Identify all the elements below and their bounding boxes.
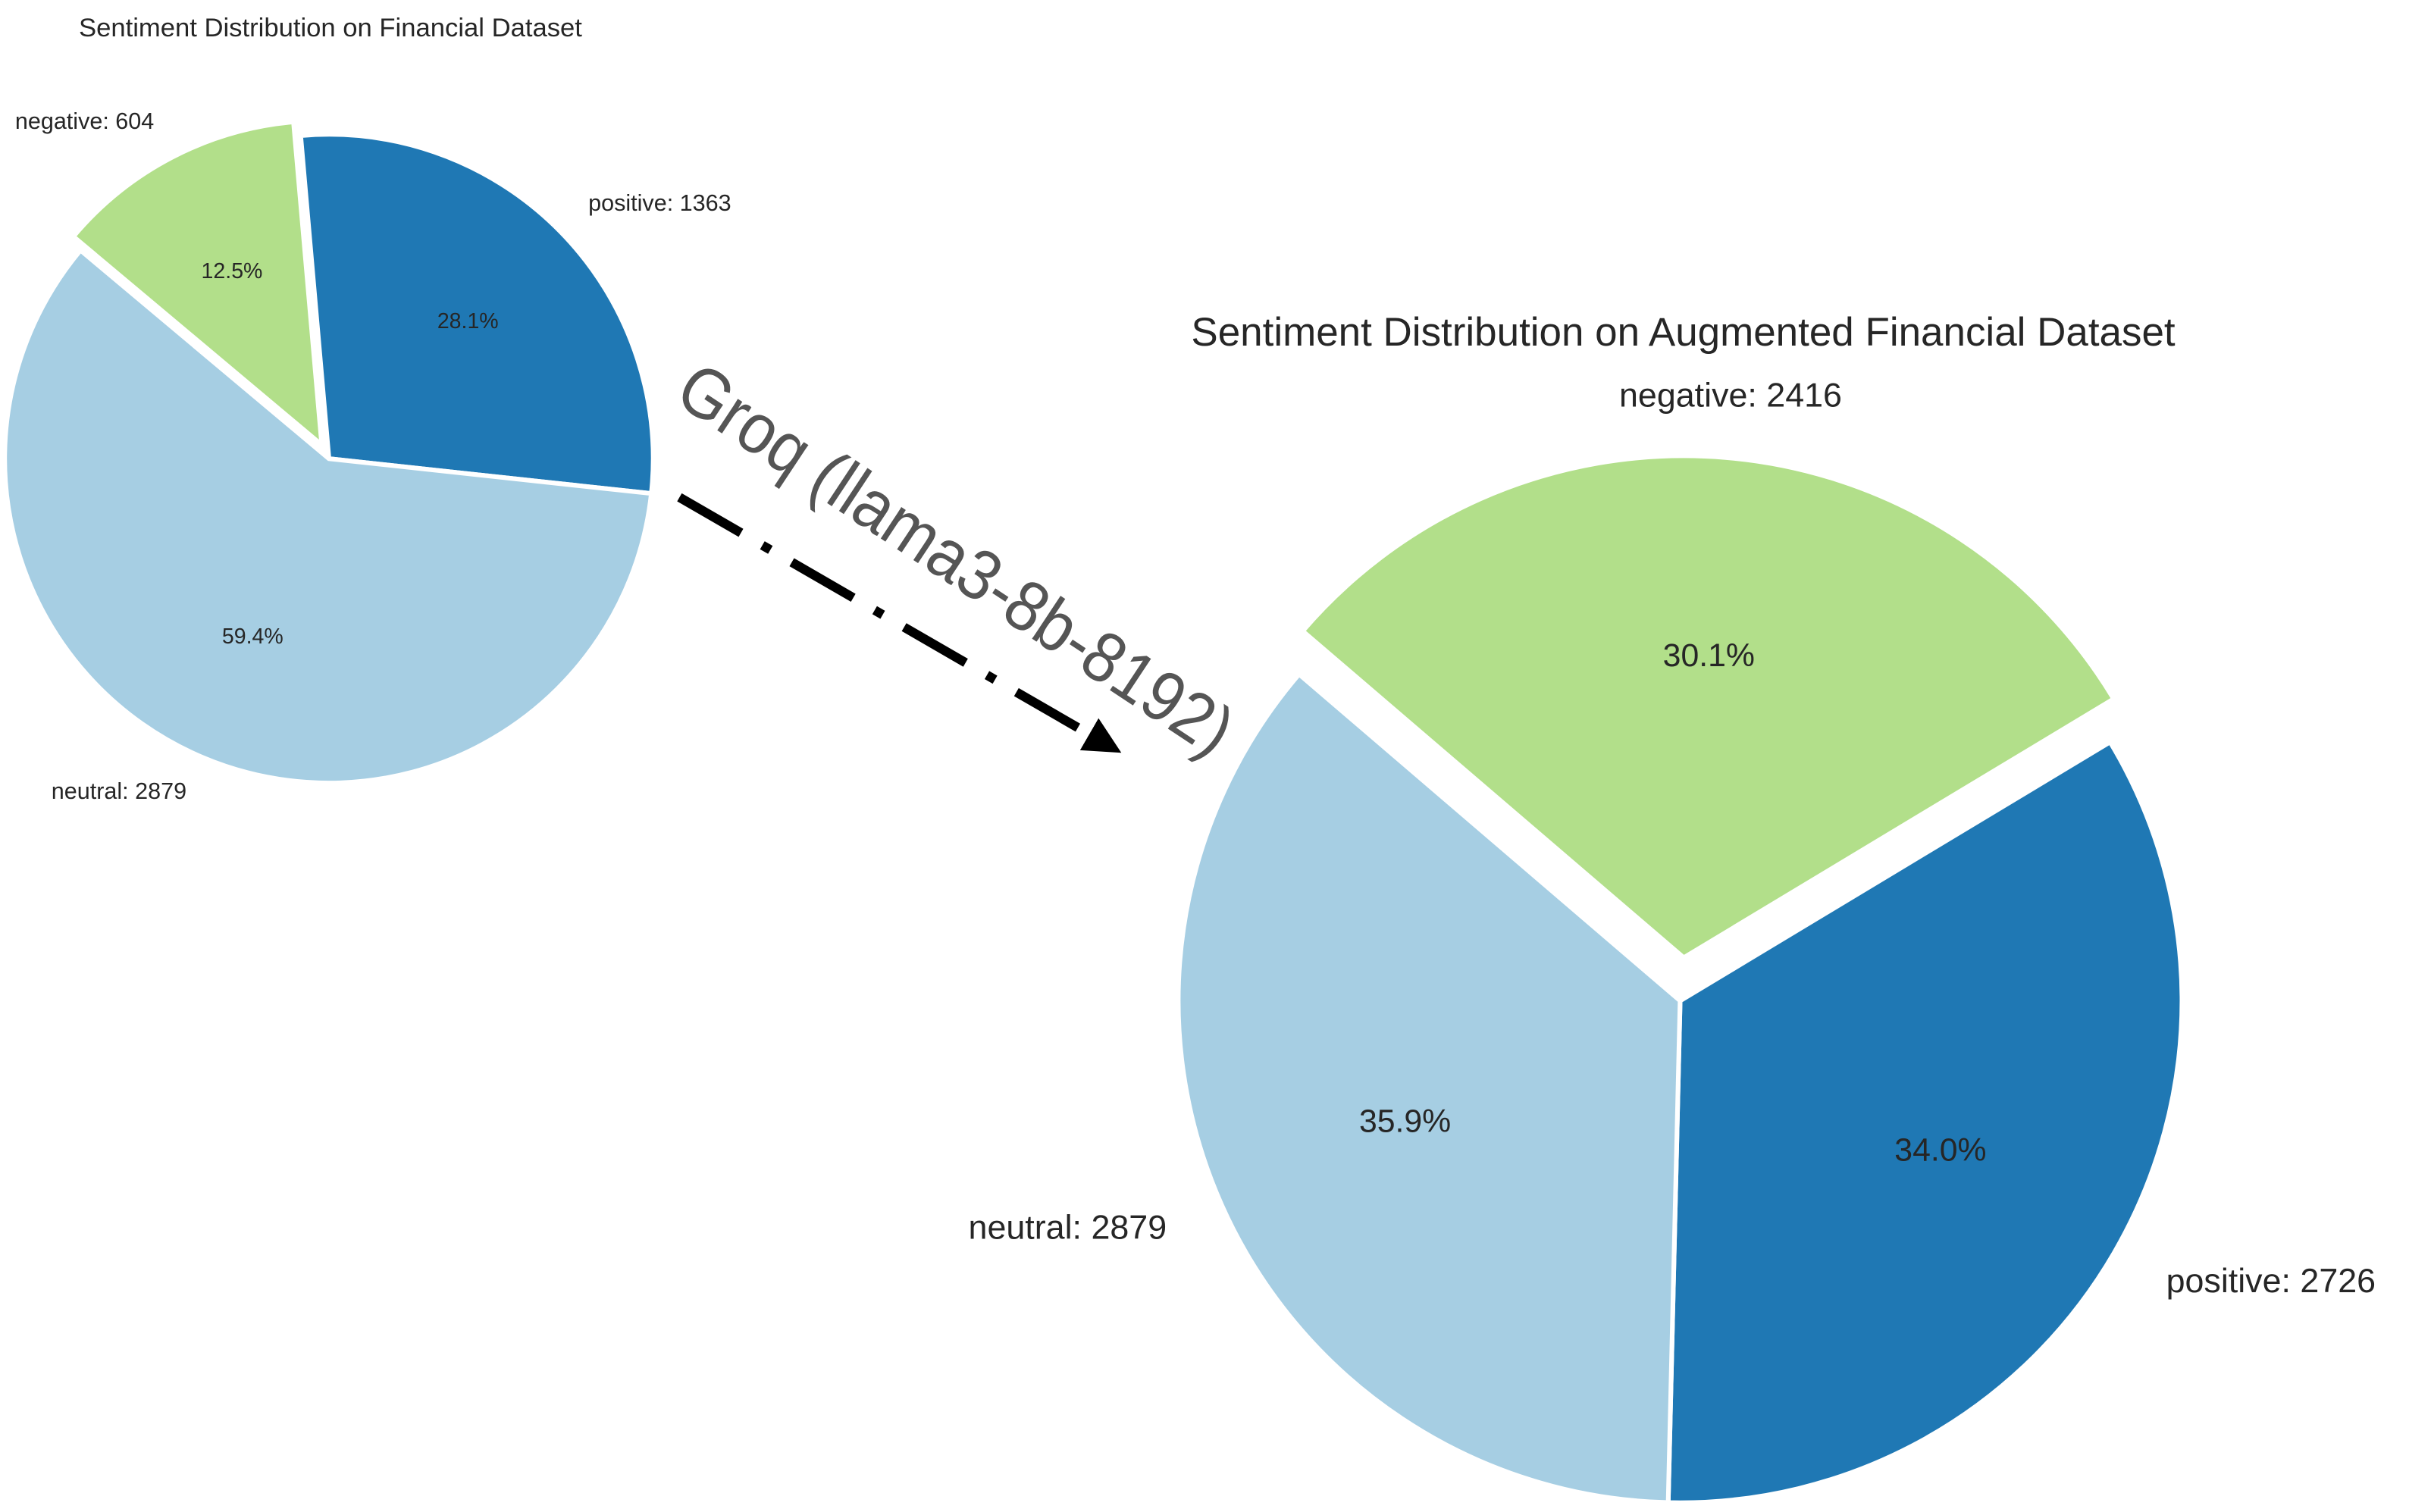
- pie-slice: [298, 132, 656, 496]
- slice-label: neutral: 2879: [969, 1208, 1167, 1246]
- percent-label: 34.0%: [1894, 1132, 1986, 1168]
- percent-label: 30.1%: [1663, 637, 1755, 674]
- pie-slice: [70, 119, 325, 451]
- percent-label: 28.1%: [437, 309, 499, 333]
- percent-label: 12.5%: [202, 259, 263, 283]
- slice-label: positive: 1363: [588, 190, 731, 216]
- slice-label: positive: 2726: [2166, 1262, 2376, 1300]
- annotation: Groq (llama3-8b-8192): [664, 346, 1248, 771]
- arrow: [677, 493, 1122, 753]
- slice-label: negative: 2416: [1619, 376, 1842, 414]
- pie-slice: [1665, 738, 2185, 1505]
- chart-title: Sentiment Distribution on Financial Data…: [79, 14, 582, 42]
- slice-label: neutral: 2879: [52, 778, 186, 804]
- percent-label: 59.4%: [222, 625, 284, 649]
- percent-label: 35.9%: [1359, 1103, 1451, 1140]
- pie-slice: [1176, 671, 1683, 1505]
- pie-slice: [1299, 453, 2117, 961]
- pie-slice: [2, 246, 654, 786]
- chart-title: Sentiment Distribution on Augmented Fina…: [1191, 310, 2176, 355]
- slice-label: negative: 604: [15, 108, 154, 134]
